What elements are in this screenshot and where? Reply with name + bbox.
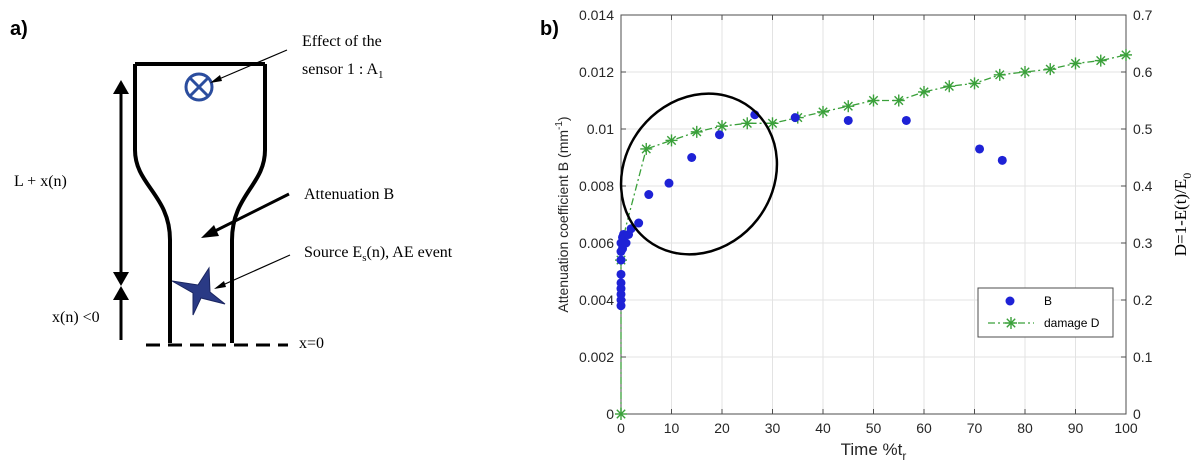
y-left-tick-label: 0 — [606, 406, 614, 422]
b-point — [616, 278, 626, 288]
xn-label: x(n) <0 — [52, 309, 100, 326]
damage-point — [1044, 63, 1057, 76]
sensor-pointer-arrow — [211, 49, 288, 83]
panel-a-label: a) — [10, 18, 28, 40]
damage-point — [968, 77, 981, 90]
x-tick-label: 40 — [815, 420, 831, 436]
damage-point — [892, 94, 905, 107]
y-right-tick-label: 0.2 — [1133, 292, 1153, 308]
y-right-tick-label: 0.1 — [1133, 349, 1153, 365]
y-right-axis-label: D=1-E(t)/E0 — [1171, 173, 1194, 257]
specimen-right-outline — [230, 64, 267, 343]
highlight-ellipse — [619, 92, 779, 256]
attenuation-arrow-head — [201, 225, 219, 238]
damage-point — [918, 85, 930, 98]
b-point — [664, 178, 674, 188]
damage-point — [993, 68, 1006, 81]
damage-point — [690, 125, 703, 138]
attenuation-arrow-shaft — [212, 192, 290, 234]
b-point — [790, 113, 800, 123]
legend-damage-label: damage D — [1044, 316, 1100, 330]
damage-point — [943, 80, 956, 93]
damage-point — [665, 134, 678, 147]
y-left-tick-label: 0.006 — [579, 235, 614, 251]
b-point — [616, 269, 626, 279]
damage-point — [766, 117, 779, 130]
y-left-tick-label: 0.012 — [579, 64, 614, 80]
legend-damage-marker — [1005, 317, 1017, 329]
y-right-tick-label: 0.4 — [1133, 178, 1153, 194]
y-right-tick-label: 0.5 — [1133, 121, 1153, 137]
panel-b-label: b) — [540, 18, 559, 40]
source-pointer-arrow — [215, 254, 291, 289]
sensor-icon — [184, 72, 214, 102]
source-pointer-head — [214, 281, 226, 289]
legend-b-label: B — [1044, 294, 1052, 308]
y-right-tick-label: 0.7 — [1133, 7, 1153, 23]
y-left-tick-label: 0.01 — [587, 121, 614, 137]
sensor-pointer-head — [210, 75, 222, 83]
sensor-label-line1: Effect of the — [302, 33, 382, 50]
damage-point — [867, 94, 880, 107]
damage-point — [817, 105, 829, 118]
y-right-tick-label: 0 — [1133, 406, 1141, 422]
y-left-axis-label: Attenuation coefficient B (mm-1) — [554, 116, 571, 312]
damage-point — [1094, 54, 1107, 67]
b-point — [997, 155, 1007, 165]
damage-point — [615, 408, 627, 420]
b-point — [616, 255, 626, 265]
y-left-tick-label: 0.002 — [579, 349, 614, 365]
y-right-tick-label: 0.6 — [1133, 64, 1153, 80]
b-point — [687, 153, 697, 162]
y-left-tick-label: 0.014 — [579, 7, 614, 23]
sensor-label-line2: sensor 1 : A1 — [302, 61, 384, 81]
x-tick-label: 20 — [714, 420, 730, 436]
x-tick-label: 70 — [967, 420, 983, 436]
damage-point — [716, 120, 728, 133]
x-tick-label: 100 — [1114, 420, 1138, 436]
damage-point — [1019, 66, 1031, 78]
y-left-tick-label: 0.008 — [579, 178, 614, 194]
b-point — [634, 218, 644, 228]
x-tick-label: 50 — [866, 420, 882, 436]
damage-point — [640, 142, 653, 155]
x-tick-label: 80 — [1017, 420, 1033, 436]
x-tick-label: 60 — [916, 420, 932, 436]
b-point — [621, 238, 631, 248]
attenuation-label: Attenuation B — [304, 186, 394, 203]
b-point — [714, 130, 724, 140]
y-left-tick-label: 0.004 — [579, 292, 614, 308]
xn-arrow-head — [113, 286, 129, 300]
damage-point — [1069, 57, 1082, 70]
length-arrow-top-head — [113, 80, 129, 94]
length-arrow-bottom-head — [113, 272, 129, 286]
panel-b: b) 0 10 20 30 40 50 60 70 80 90 10000.0020.0040.00… — [540, 7, 1194, 463]
b-point — [901, 115, 911, 125]
specimen-left-outline — [133, 64, 172, 343]
length-label: L + x(n) — [14, 173, 67, 190]
damage-point — [741, 117, 754, 130]
damage-point — [1120, 48, 1132, 61]
b-point — [843, 115, 853, 125]
chart: 0 10 20 30 40 50 60 70 80 90 10000.0020.0040.0060.… — [554, 7, 1194, 463]
legend-b-marker — [1005, 296, 1015, 306]
y-right-tick-label: 0.3 — [1133, 235, 1153, 251]
damage-point — [842, 100, 855, 113]
source-label: Source Es(n), AE event — [304, 244, 453, 264]
x-tick-label: 30 — [765, 420, 781, 436]
b-point — [975, 144, 985, 154]
x-tick-label: 0 — [617, 420, 625, 436]
b-point — [644, 190, 654, 200]
x-tick-label: 10 — [664, 420, 680, 436]
panel-a: a) Effect of the sensor 1 : A1 L + x(n) … — [10, 18, 453, 352]
legend-box — [977, 287, 1114, 338]
source-star-icon — [171, 266, 226, 316]
x-axis-label: Time %tr — [841, 440, 907, 463]
x0-label: x=0 — [299, 335, 324, 352]
x-tick-label: 90 — [1068, 420, 1084, 436]
